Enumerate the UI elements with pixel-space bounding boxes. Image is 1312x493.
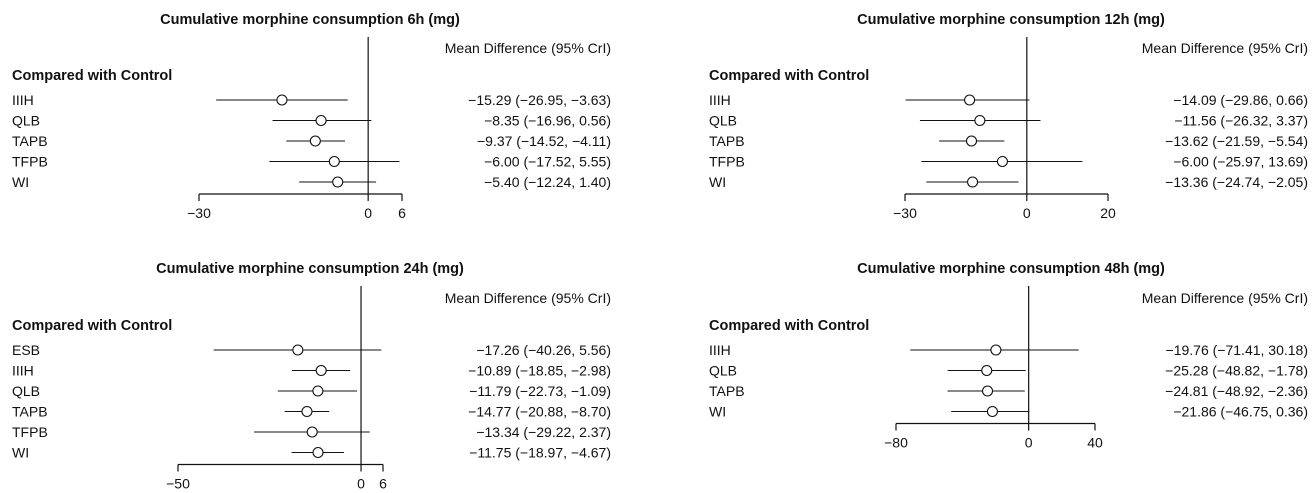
estimate-column-header: Mean Difference (95% CrI): [1142, 290, 1308, 306]
group-header: Compared with Control: [709, 318, 869, 334]
estimate-text: −19.76 (−71.41, 30.18): [1166, 342, 1308, 358]
estimate-text: −17.26 (−40.26, 5.56): [476, 342, 611, 358]
point-estimate-marker: [328, 155, 340, 168]
row-label: TFPB: [12, 424, 48, 440]
point-estimate-marker: [312, 446, 324, 459]
point-estimate-marker: [332, 176, 344, 188]
row-label: IIIH: [709, 342, 731, 358]
row-label: QLB: [12, 383, 40, 399]
group-header: Compared with Control: [12, 318, 172, 334]
row-label: QLB: [709, 363, 737, 379]
estimate-text: −11.75 (−18.97, −4.67): [469, 445, 611, 461]
x-tick-label: 0: [1023, 205, 1031, 221]
x-tick-label: 0: [357, 476, 365, 492]
estimate-text: −6.00 (−17.52, 5.55): [484, 154, 611, 170]
point-estimate-marker: [312, 385, 324, 397]
group-header: Compared with Control: [709, 68, 869, 84]
point-estimate-marker: [981, 385, 994, 397]
x-tick-label: 0: [364, 205, 372, 221]
row-label: IIIH: [12, 92, 34, 108]
panel-title: Cumulative morphine consumption 24h (mg): [156, 261, 464, 277]
estimate-text: −21.86 (−46.75, 0.36): [1173, 404, 1308, 420]
estimate-text: −15.29 (−26.95, −3.63): [468, 92, 611, 108]
group-header: Compared with Control: [12, 68, 172, 84]
point-estimate-marker: [990, 344, 1002, 356]
row-label: QLB: [12, 113, 40, 129]
x-tick-label: 6: [379, 476, 387, 492]
x-tick-label: 0: [1025, 435, 1033, 451]
row-label: WI: [709, 404, 726, 420]
point-estimate-marker: [301, 405, 313, 418]
estimate-text: −5.40 (−12.24, 1.40): [484, 174, 611, 190]
forest-panel-4: Cumulative morphine consumption 48h (mg)…: [709, 261, 1308, 451]
estimate-column-header: Mean Difference (95% CrI): [1142, 40, 1308, 56]
row-label: TFPB: [12, 154, 48, 170]
forest-panel-3: Cumulative morphine consumption 24h (mg)…: [12, 261, 611, 492]
row-label: IIIH: [12, 363, 34, 379]
point-estimate-marker: [965, 135, 978, 147]
x-tick-label: 6: [398, 205, 406, 221]
forest-panel-1: Cumulative morphine consumption 6h (mg) M…: [12, 12, 611, 221]
point-estimate-marker: [315, 364, 327, 377]
point-estimate-marker: [306, 426, 318, 438]
estimate-column-header: Mean Difference (95% CrI): [445, 290, 611, 306]
x-tick-label: 20: [1100, 205, 1116, 221]
estimate-column-header: Mean Difference (95% CrI): [445, 40, 611, 56]
estimate-text: −10.89 (−18.85, −2.98): [468, 363, 611, 379]
row-label: TFPB: [709, 154, 745, 170]
estimate-text: −9.37 (−14.52, −4.11): [477, 133, 611, 149]
estimate-text: −25.28 (−48.82, −1.78): [1165, 363, 1308, 379]
estimate-text: −13.34 (−29.22, 2.37): [476, 424, 611, 440]
point-estimate-marker: [974, 114, 986, 127]
x-tick-label: −30: [187, 205, 211, 221]
x-tick-label: −30: [893, 205, 917, 221]
row-label: WI: [12, 445, 29, 461]
row-label: TAPB: [12, 133, 48, 149]
estimate-text: −11.79 (−22.73, −1.09): [469, 383, 611, 399]
row-label: QLB: [709, 113, 737, 129]
point-estimate-marker: [292, 344, 304, 356]
row-label: TAPB: [12, 404, 48, 420]
estimate-text: −13.36 (−24.74, −2.05): [1165, 174, 1308, 190]
estimate-text: −6.00 (−25.97, 13.69): [1173, 154, 1308, 170]
panel-title: Cumulative morphine consumption 12h (mg): [857, 12, 1165, 28]
panel-title: Cumulative morphine consumption 48h (mg): [857, 261, 1165, 277]
point-estimate-marker: [986, 405, 998, 418]
row-label: ESB: [12, 342, 40, 358]
row-label: IIIH: [709, 92, 731, 108]
point-estimate-marker: [309, 135, 321, 147]
x-tick-label: 40: [1087, 435, 1103, 451]
row-label: WI: [709, 174, 726, 190]
row-label: WI: [12, 174, 29, 190]
estimate-text: −8.35 (−16.96, 0.56): [484, 113, 611, 129]
estimate-text: −14.77 (−20.88, −8.70): [468, 404, 611, 420]
point-estimate-marker: [276, 94, 288, 106]
estimate-text: −13.62 (−21.59, −5.54): [1165, 133, 1308, 149]
estimate-text: −24.81 (−48.92, −2.36): [1165, 383, 1308, 399]
panel-title: Cumulative morphine consumption 6h (mg): [160, 12, 460, 28]
estimate-text: −14.09 (−29.86, 0.66): [1173, 92, 1308, 108]
point-estimate-marker: [981, 364, 993, 377]
point-estimate-marker: [967, 176, 979, 188]
x-tick-label: −50: [166, 476, 190, 492]
x-tick-label: −80: [884, 435, 908, 451]
point-estimate-marker: [996, 155, 1008, 168]
forest-panel-2: Cumulative morphine consumption 12h (mg)…: [709, 12, 1308, 221]
point-estimate-marker: [964, 94, 976, 106]
row-label: TAPB: [709, 133, 745, 149]
estimate-text: −11.56 (−26.32, 3.37): [1174, 113, 1308, 129]
row-label: TAPB: [709, 383, 745, 399]
point-estimate-marker: [315, 114, 327, 127]
